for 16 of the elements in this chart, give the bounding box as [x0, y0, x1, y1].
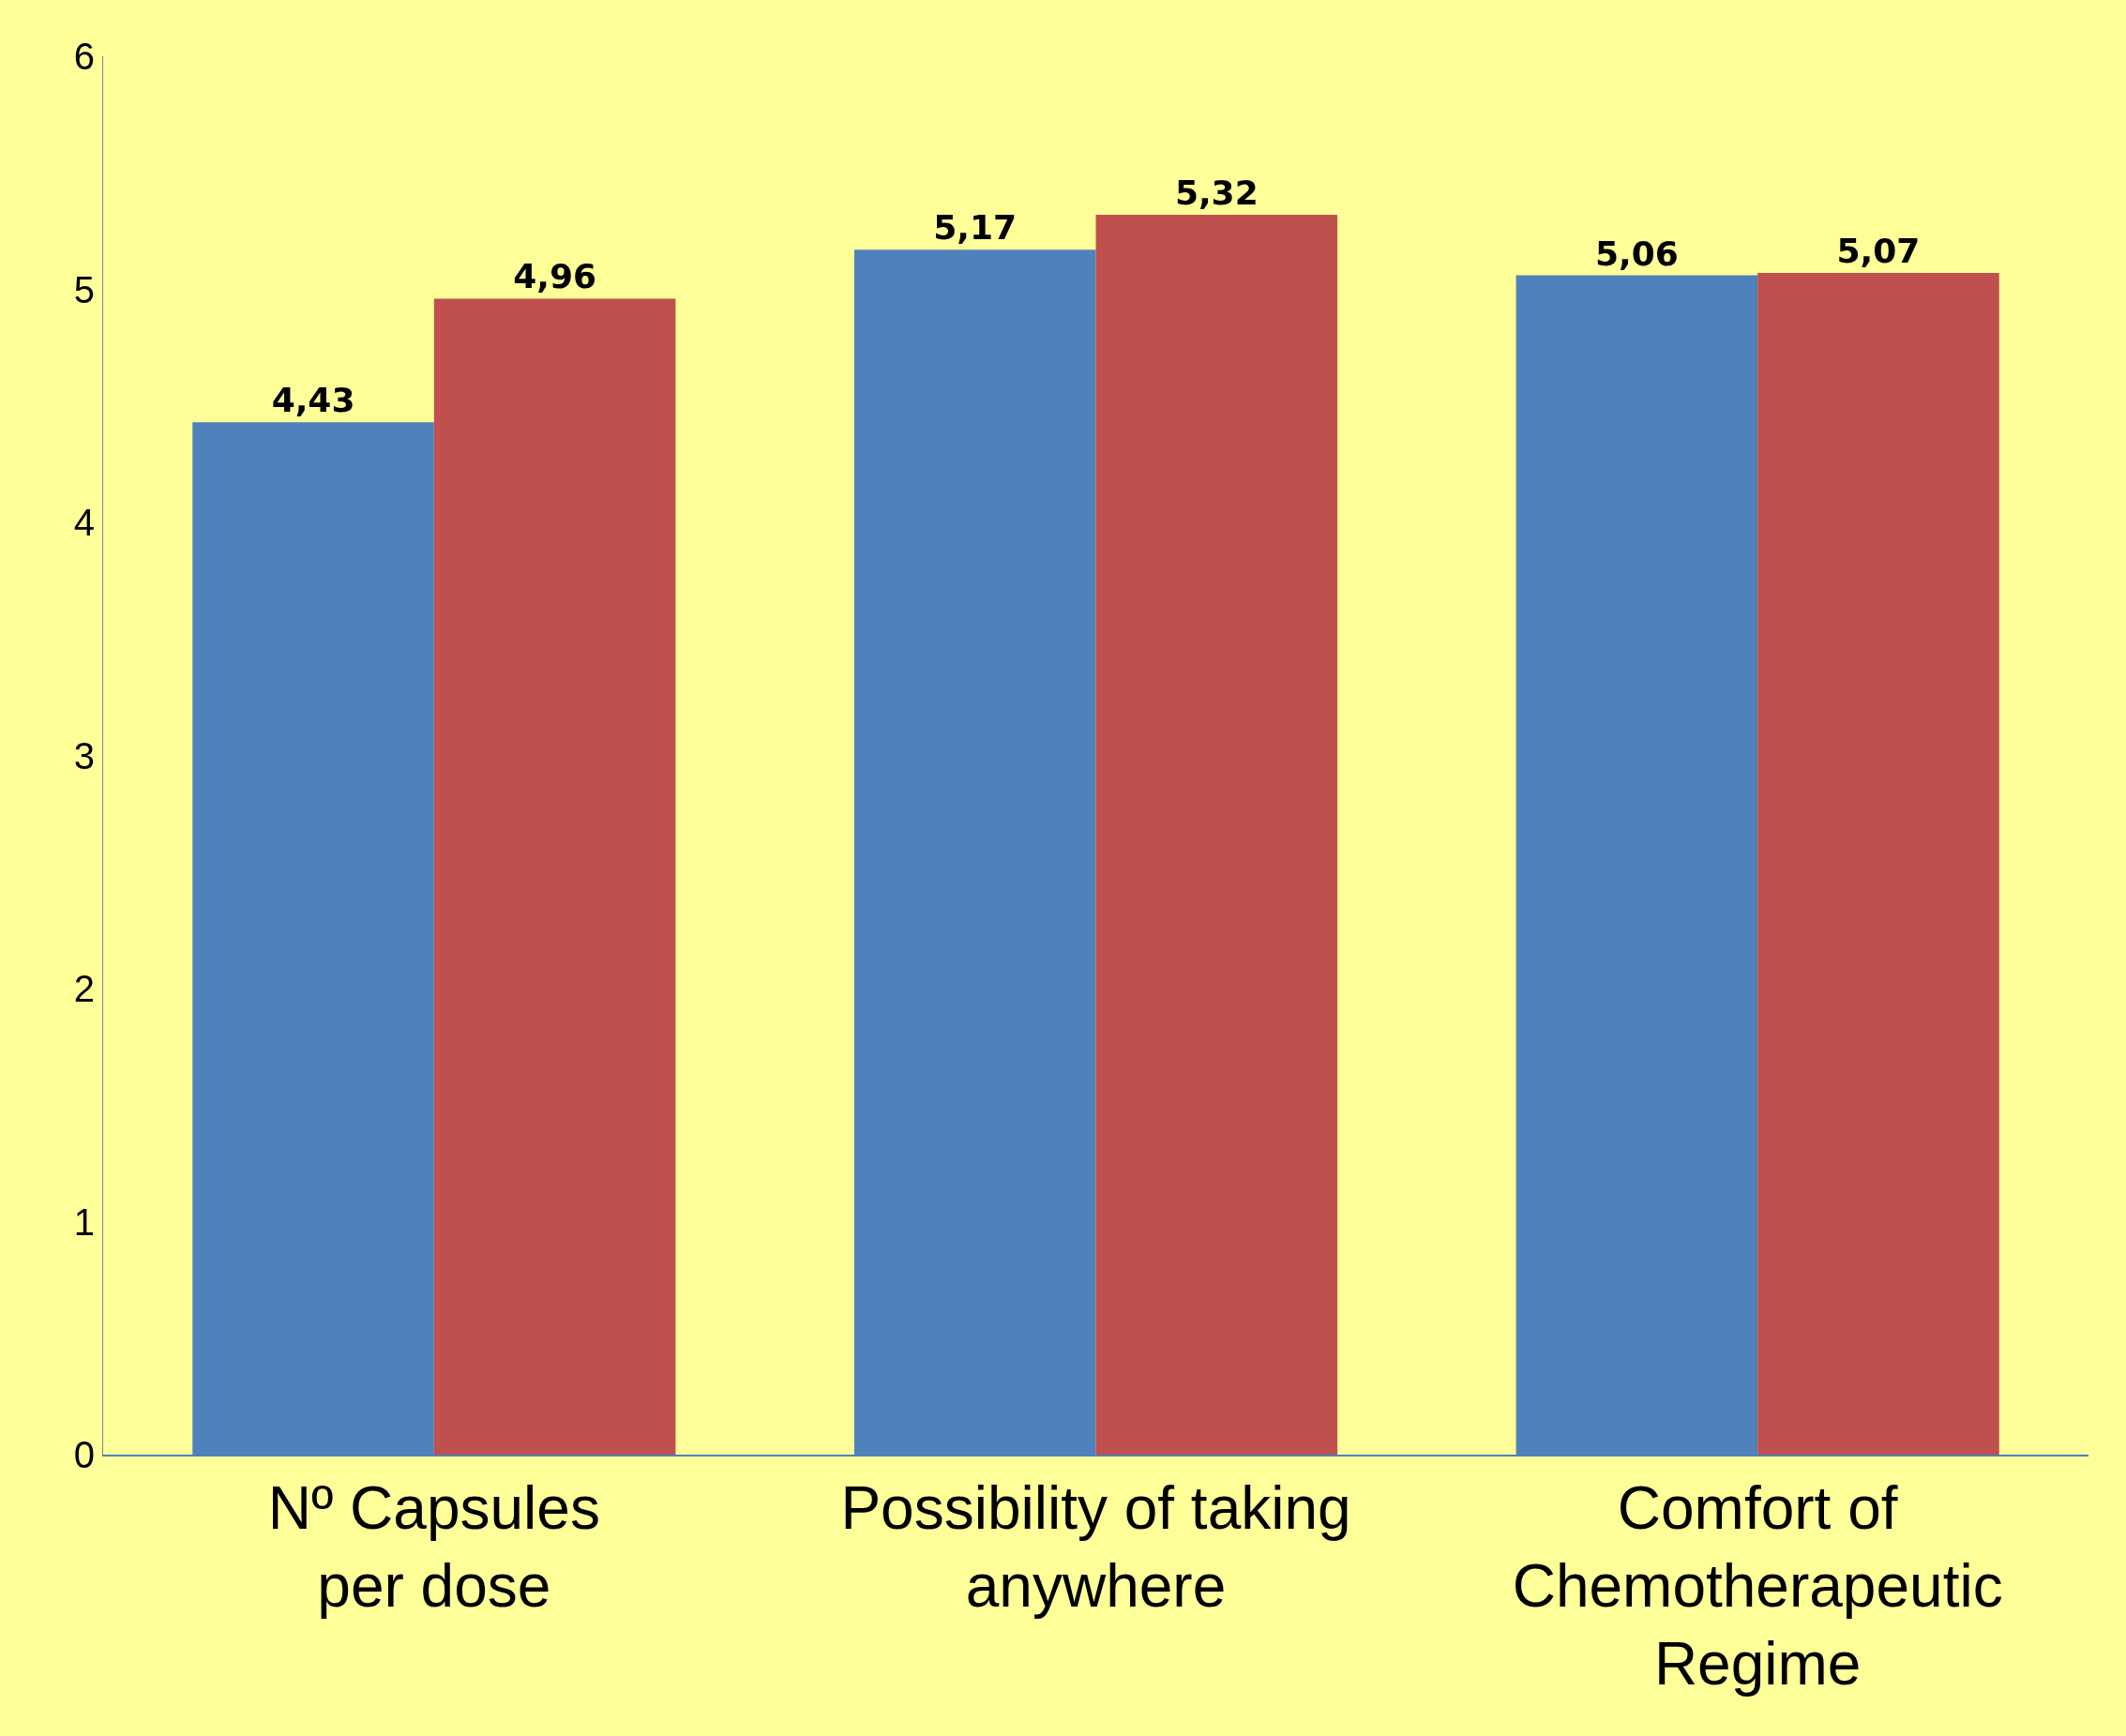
x-tick-label: Comfort of Chemotherapeutic Regime — [1512, 1473, 2003, 1698]
data-label: 5,32 — [1174, 173, 1259, 212]
y-tick-label: 1 — [73, 1200, 95, 1243]
data-label: 5,07 — [1836, 232, 1921, 271]
data-label: 4,96 — [513, 257, 597, 296]
y-tick-label: 3 — [73, 734, 95, 777]
x-tick-label: Nº Capsules per dose — [267, 1473, 600, 1620]
y-tick-label: 0 — [73, 1434, 95, 1475]
x-tick-label: Possibility of taking anywhere — [840, 1473, 1351, 1620]
y-tick-label: 4 — [73, 502, 95, 543]
y-tick-label: 5 — [73, 268, 95, 310]
data-label: 5,06 — [1594, 234, 1679, 273]
data-label: 4,43 — [271, 381, 355, 420]
data-label: 5,17 — [933, 208, 1018, 248]
y-tick-label: 2 — [73, 968, 95, 1009]
y-tick-label: 6 — [73, 36, 95, 77]
